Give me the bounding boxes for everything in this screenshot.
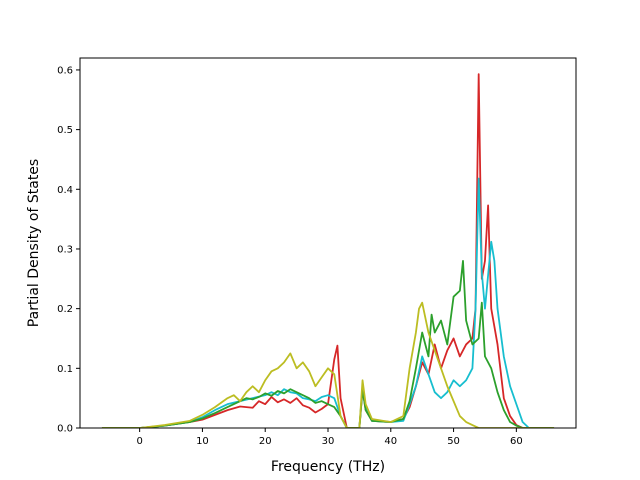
y-tick-label: 0.3 bbox=[57, 244, 73, 255]
y-tick-label: 0.5 bbox=[57, 125, 73, 136]
y-tick-label: 0.4 bbox=[57, 185, 73, 196]
x-tick-label: 10 bbox=[196, 436, 209, 447]
x-tick-label: 60 bbox=[510, 436, 523, 447]
x-axis-ticks: 0 10 20 30 40 50 60 bbox=[136, 428, 523, 447]
x-tick-label: 20 bbox=[259, 436, 272, 447]
series-layer bbox=[101, 73, 555, 428]
y-tick-label: 0.0 bbox=[57, 424, 73, 435]
y-axis-label: Partial Density of States bbox=[26, 159, 42, 327]
x-tick-label: 30 bbox=[322, 436, 335, 447]
x-tick-label: 50 bbox=[447, 436, 460, 447]
y-axis-ticks: 0.0 0.1 0.2 0.3 0.4 0.5 0.6 bbox=[57, 65, 80, 435]
x-tick-label: 0 bbox=[136, 436, 142, 447]
series-line-3 bbox=[101, 260, 555, 428]
y-tick-label: 0.1 bbox=[57, 364, 73, 375]
y-tick-label: 0.6 bbox=[57, 65, 73, 76]
series-line-4 bbox=[101, 301, 555, 428]
y-tick-label: 0.2 bbox=[57, 304, 73, 315]
x-axis-label: Frequency (THz) bbox=[271, 459, 385, 475]
x-tick-label: 40 bbox=[384, 436, 397, 447]
